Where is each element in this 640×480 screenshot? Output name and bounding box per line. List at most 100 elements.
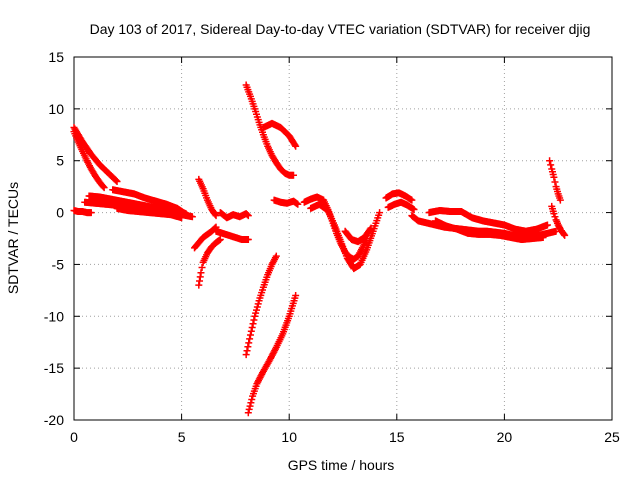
y-tick-label: -5 <box>52 256 65 272</box>
data-point <box>247 327 255 335</box>
y-tick-label: -20 <box>44 412 64 428</box>
data-point <box>244 343 252 351</box>
data-point <box>246 402 254 410</box>
data-point <box>251 312 259 320</box>
data-segment <box>546 157 564 204</box>
data-segment <box>384 198 418 213</box>
data-point <box>243 347 251 355</box>
data-point <box>211 210 219 218</box>
data-point <box>290 171 298 179</box>
data-point <box>246 331 254 339</box>
data-segment <box>341 224 375 246</box>
data-segment <box>307 200 384 273</box>
data-point <box>543 221 551 229</box>
y-tick-label: 5 <box>56 153 64 169</box>
data-point <box>87 209 95 217</box>
y-tick-label: 15 <box>48 49 64 65</box>
y-tick-label: -10 <box>44 308 64 324</box>
data-point <box>249 320 257 328</box>
data-point <box>294 200 302 208</box>
axis-ticks <box>73 56 613 421</box>
data-point <box>272 252 280 260</box>
data-segment <box>242 81 298 179</box>
data-point <box>248 323 256 331</box>
data-segment <box>70 128 108 192</box>
data-segment <box>113 204 186 222</box>
data-point <box>178 214 186 222</box>
data-segment <box>195 175 220 220</box>
data-segment <box>548 202 569 239</box>
x-tick-label: 5 <box>178 429 186 445</box>
data-point <box>247 399 255 407</box>
data-point <box>100 184 108 192</box>
data-point <box>252 309 260 317</box>
data-segment <box>212 227 252 244</box>
x-tick-label: 25 <box>604 429 620 445</box>
x-tick-labels: 0 5 10 15 20 25 <box>70 429 620 445</box>
data-segment <box>244 292 300 417</box>
data-segment <box>195 236 224 289</box>
y-tick-labels: -20 -15 -10 -5 0 5 10 15 <box>44 49 64 428</box>
x-tick-label: 0 <box>70 429 78 445</box>
data-point <box>188 213 196 221</box>
data-point <box>366 225 374 233</box>
data-point <box>245 405 253 413</box>
plot-frame <box>73 56 613 421</box>
data-point <box>547 161 555 169</box>
data-point <box>367 224 375 232</box>
data-point <box>99 183 107 191</box>
data-point <box>254 300 262 308</box>
data-point <box>253 303 261 311</box>
data-segment <box>191 223 220 252</box>
data-point <box>551 213 559 221</box>
y-tick-label: -15 <box>44 360 64 376</box>
data-point <box>292 292 300 300</box>
data-point <box>242 351 250 359</box>
data-point <box>546 157 554 165</box>
x-tick-label: 20 <box>497 429 513 445</box>
data-segment <box>432 217 547 244</box>
data-point <box>408 196 416 204</box>
data-segment <box>216 209 252 222</box>
data-point <box>198 264 206 272</box>
data-point <box>291 141 299 149</box>
data-point <box>556 196 564 204</box>
data-segment <box>109 186 192 220</box>
data-segment <box>259 119 300 150</box>
data-point <box>248 395 256 403</box>
x-tick-label: 15 <box>389 429 405 445</box>
data-point <box>292 142 300 150</box>
data-point <box>376 209 384 217</box>
data-point <box>561 231 569 239</box>
data-point <box>550 210 558 218</box>
grid <box>74 57 612 420</box>
data-point <box>112 177 120 185</box>
data-point <box>410 205 418 213</box>
data-point <box>244 409 252 417</box>
data-point <box>550 173 558 181</box>
y-tick-label: 10 <box>48 101 64 117</box>
x-axis-label: GPS time / hours <box>288 457 395 473</box>
data-points <box>70 81 569 417</box>
data-point <box>250 316 258 324</box>
data-point <box>212 212 220 220</box>
data-segment <box>382 189 416 204</box>
data-point <box>197 269 205 277</box>
data-point <box>216 236 224 244</box>
data-point <box>244 212 252 220</box>
data-point <box>252 306 260 314</box>
data-point <box>246 335 254 343</box>
data-point <box>245 339 253 347</box>
data-segment <box>242 252 280 359</box>
data-point <box>551 178 559 186</box>
y-axis-label: SDTVAR / TECUs <box>5 182 21 294</box>
data-segment <box>425 206 551 235</box>
data-point <box>244 236 252 244</box>
data-point <box>243 211 251 219</box>
data-segment <box>70 206 95 217</box>
data-point <box>184 212 192 220</box>
chart-title: Day 103 of 2017, Sidereal Day-to-day VTE… <box>90 21 591 37</box>
data-point <box>113 177 121 185</box>
data-segment <box>270 196 302 208</box>
